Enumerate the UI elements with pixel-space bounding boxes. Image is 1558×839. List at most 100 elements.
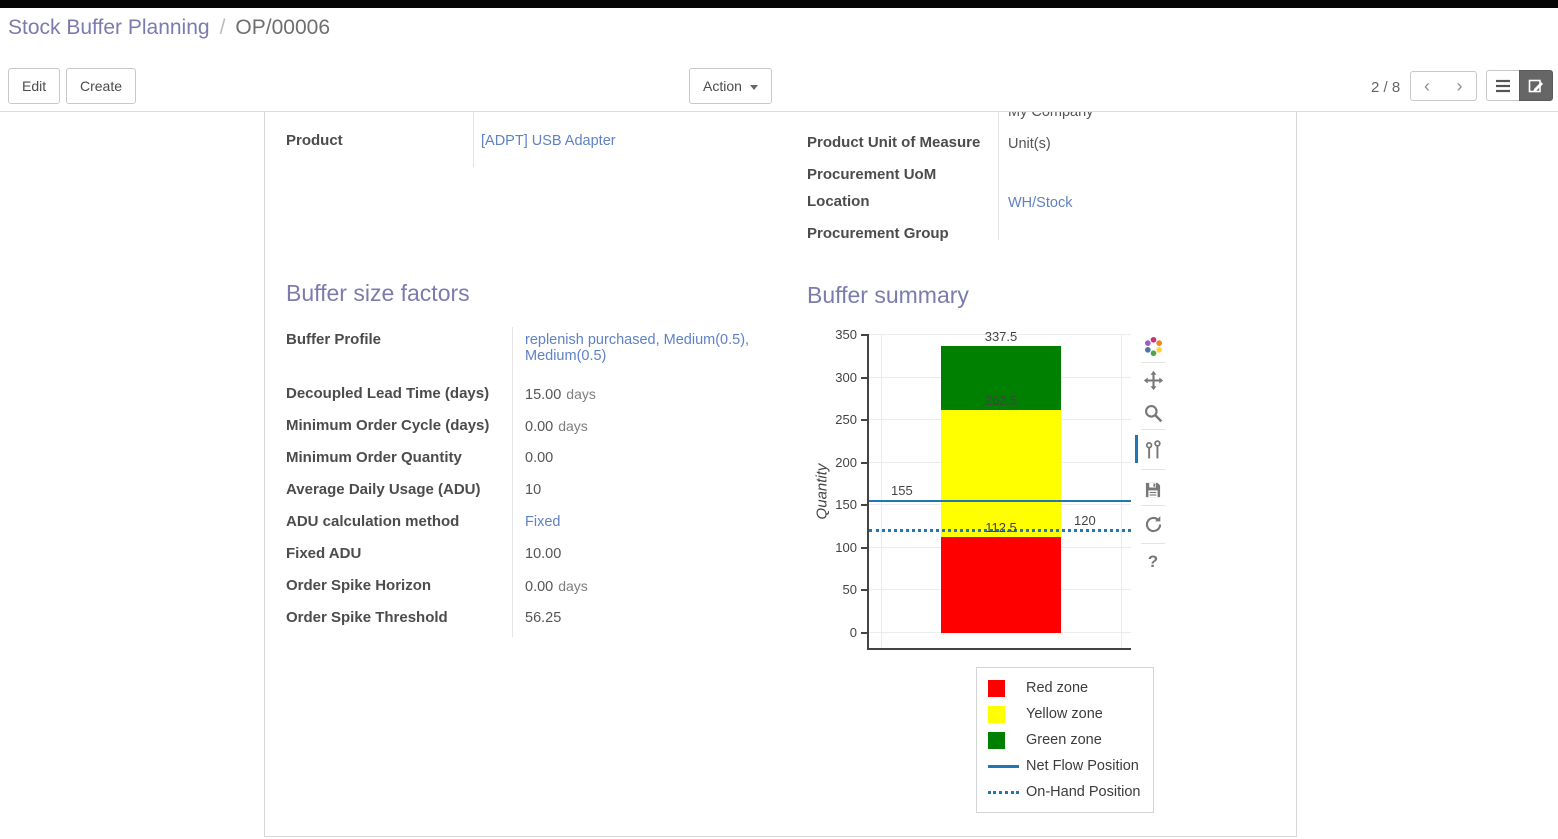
pan-icon[interactable] [1140, 367, 1166, 393]
zoom-icon [1144, 404, 1162, 422]
help-icon[interactable]: ? [1140, 549, 1166, 575]
yellow-zone-swatch-icon [988, 705, 1005, 723]
legend-item-red-zone[interactable]: Red zone [988, 675, 1153, 701]
top-nav-bar [0, 0, 1558, 8]
buffer-summary-title: Buffer summary [807, 282, 969, 308]
compare-on-hover-icon[interactable] [1140, 437, 1166, 463]
line-on-hand-position [869, 528, 1131, 532]
form-view-icon [1528, 79, 1543, 92]
next-record-button[interactable]: › [1443, 71, 1477, 101]
help-glyph: ? [1147, 552, 1159, 571]
adu-method-label: ADU calculation method [286, 513, 460, 530]
buffer-size-factors-title: Buffer size factors [286, 280, 470, 306]
field-row: ADU calculation method Fixed [286, 509, 778, 541]
decoupled-lead-time-label: Decoupled Lead Time (days) [286, 385, 490, 402]
list-view-icon [1496, 79, 1510, 92]
legend-label: Yellow zone [1026, 706, 1103, 722]
y-tick-mark [861, 504, 869, 507]
previous-record-button[interactable]: ‹ [1410, 71, 1444, 101]
x-gridline [1121, 335, 1122, 648]
form-sheet: My Company Product [ADPT] USB Adapter Pr… [264, 112, 1297, 837]
y-tick-mark [861, 461, 869, 464]
uom-suffix: days [558, 578, 588, 594]
red-zone-swatch-icon [988, 679, 1005, 697]
compare-on-hover-icon [1145, 439, 1161, 458]
product-uom-label: Product Unit of Measure [807, 134, 981, 151]
legend-label: Net Flow Position [1026, 758, 1139, 774]
field-row: Fixed ADU 10.00 [286, 541, 778, 573]
y-tick-mark [861, 589, 869, 592]
product-value-link[interactable]: [ADPT] USB Adapter [481, 133, 616, 149]
chevron-left-icon: ‹ [1424, 76, 1430, 96]
bar-value-label: 112.5 [985, 520, 1017, 536]
field-row: Buffer Profile replenish purchased, Medi… [286, 327, 778, 381]
breadcrumb-parent-link[interactable]: Stock Buffer Planning [8, 16, 210, 39]
bar-segment-yellow-zone [941, 409, 1061, 538]
chart-plot-area[interactable]: 0 50 100 150 200 250 300 350 112.5 262.5 337.5 155 1… [835, 327, 1131, 650]
y-tick-label: 0 [849, 625, 857, 640]
min-order-cycle-label: Minimum Order Cycle (days) [286, 417, 490, 434]
edit-button[interactable]: Edit [8, 68, 61, 104]
product-uom-value: Unit(s) [1008, 136, 1051, 152]
uom-suffix: days [566, 386, 596, 402]
plotly-logo-icon [1144, 336, 1162, 356]
bar-segment-green-zone [941, 345, 1061, 410]
action-dropdown-button[interactable]: Action [689, 68, 772, 104]
legend-item-green-zone[interactable]: Green zone [988, 727, 1153, 753]
form-view-button-active[interactable] [1519, 70, 1553, 101]
field-row: Minimum Order Cycle (days) 0.00 days [286, 413, 778, 445]
buffer-factors-table: Buffer Profile replenish purchased, Medi… [286, 327, 778, 637]
modebar-separator [1141, 469, 1165, 470]
location-label: Location [807, 193, 870, 210]
bar-value-label: 262.5 [984, 392, 1018, 408]
field-row: Order Spike Threshold 56.25 [286, 605, 778, 637]
y-gridline [869, 334, 1131, 335]
list-view-button[interactable] [1486, 70, 1520, 101]
y-tick-label: 150 [835, 497, 857, 513]
adu-method-value-link[interactable]: Fixed [525, 514, 561, 530]
y-tick-mark [861, 376, 869, 379]
legend-item-on-hand-position[interactable]: On-Hand Position [988, 779, 1153, 805]
chart-y-axis-title: Quantity [813, 463, 831, 520]
procurement-group-label: Procurement Group [807, 225, 949, 242]
y-tick-label: 350 [835, 327, 857, 342]
reset-axes-icon [1145, 515, 1161, 532]
save-icon[interactable] [1140, 477, 1166, 503]
legend-item-yellow-zone[interactable]: Yellow zone [988, 701, 1153, 727]
modebar-separator [1141, 543, 1165, 544]
chart-legend: Red zone Yellow zone Green zone Net Flow… [976, 667, 1154, 813]
legend-item-net-flow-position[interactable]: Net Flow Position [988, 753, 1153, 779]
location-value-link[interactable]: WH/Stock [1008, 195, 1073, 211]
net-flow-line-swatch-icon [988, 764, 1019, 768]
action-label: Action [703, 78, 742, 94]
pan-icon [1143, 370, 1163, 390]
order-spike-horizon-value: 0.00 [525, 579, 554, 595]
legend-label: Green zone [1026, 732, 1102, 748]
min-order-qty-label: Minimum Order Quantity [286, 449, 462, 466]
y-tick-mark [861, 419, 869, 422]
modebar-separator [1141, 505, 1165, 506]
buffer-profile-value-link[interactable]: replenish purchased, Medium(0.5), Medium… [525, 332, 750, 364]
reset-axes-icon[interactable] [1140, 511, 1166, 537]
bar-value-label: 337.5 [984, 328, 1018, 344]
order-spike-threshold-label: Order Spike Threshold [286, 609, 448, 626]
uom-suffix: days [558, 418, 588, 434]
line-value-label: 120 [1074, 512, 1096, 528]
breadcrumb: Stock Buffer Planning / OP/00006 [8, 16, 330, 40]
x-gridline [881, 335, 882, 648]
warehouse-value-clipped: My Company [1008, 112, 1094, 120]
zoom-icon[interactable] [1140, 400, 1166, 426]
plotly-logo-icon[interactable] [1140, 333, 1166, 359]
adu-value: 10 [525, 482, 542, 498]
y-tick-mark [861, 546, 869, 549]
legend-label: On-Hand Position [1026, 784, 1141, 800]
y-tick-label: 100 [835, 539, 857, 555]
min-order-cycle-value: 0.00 [525, 419, 554, 435]
bar-segment-red-zone [941, 537, 1061, 633]
line-value-label: 155 [891, 483, 913, 499]
y-tick-label: 250 [835, 412, 857, 428]
create-button[interactable]: Create [66, 68, 137, 104]
pager-value[interactable]: 2 / 8 [1371, 79, 1401, 96]
green-zone-swatch-icon [988, 731, 1005, 749]
